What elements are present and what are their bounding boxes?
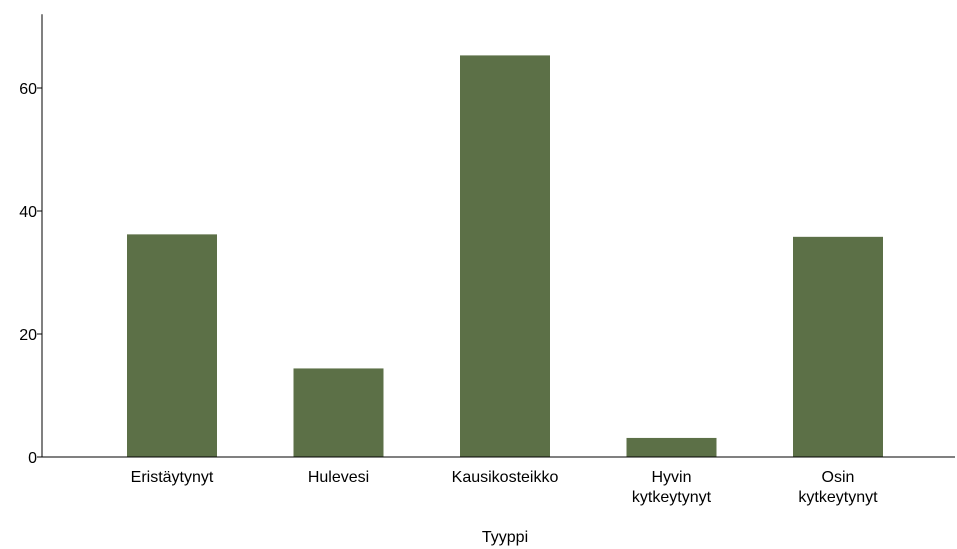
bar	[793, 236, 883, 457]
x-category-label: Kausikosteikko	[452, 469, 559, 486]
bar	[127, 234, 217, 457]
x-category-label: Eristäytynyt	[131, 469, 214, 486]
y-tick-label: 60	[19, 81, 37, 98]
x-category-label: Hyvin kytkeytynyt	[632, 469, 712, 506]
y-tick-label: 0	[28, 450, 37, 467]
x-category-label: Osin kytkeytynyt	[798, 469, 878, 506]
y-tick-label: 40	[19, 204, 37, 221]
bar	[460, 55, 550, 457]
bar	[626, 437, 717, 457]
bar	[293, 368, 384, 457]
y-tick-label: 20	[19, 327, 37, 344]
x-axis-category-labels: Eristäytynyt Hulevesi Kausikosteikko Hyvin k…	[131, 469, 878, 506]
x-axis-title: Tyyppi	[482, 529, 528, 546]
x-category-label: Hulevesi	[308, 469, 369, 486]
bars-group	[127, 55, 883, 457]
y-axis-ticks: 0 20 40 60	[19, 81, 42, 467]
